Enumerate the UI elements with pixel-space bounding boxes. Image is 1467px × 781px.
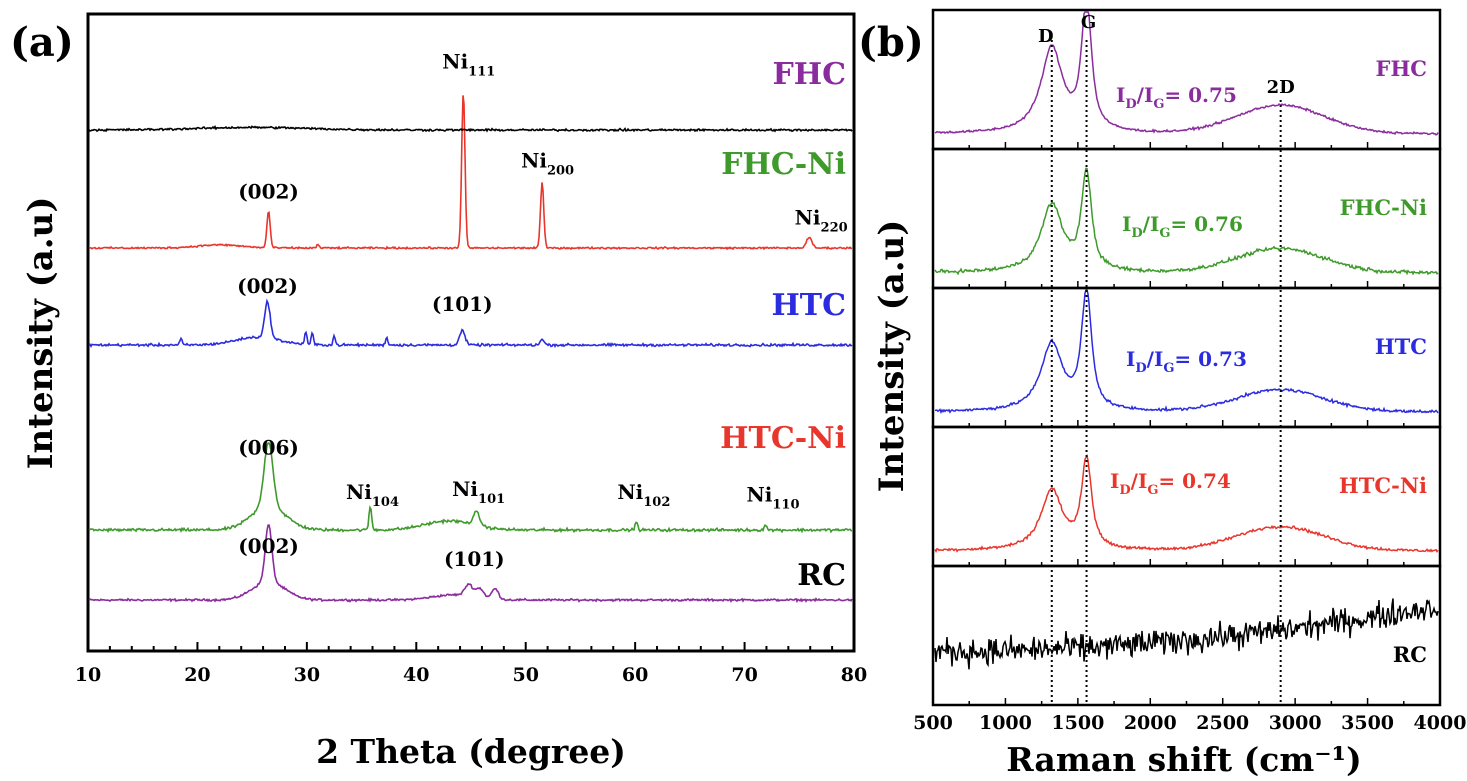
panel-b-intensity-ratio: ID/IG= 0.74 <box>1110 469 1231 498</box>
panel-b-series-label: FHC-Ni <box>1340 195 1427 220</box>
panel-a-peak-annotation: Ni110 <box>747 482 800 512</box>
panel-a-series-group: FHC (002) (101) FHC-Ni (006) Ni104 Ni101 Ni102 N… <box>88 50 853 604</box>
panel-a-tick-label: 70 <box>731 664 757 686</box>
panel-b-band-marker-label: 2D <box>1267 77 1295 98</box>
panel-a-letter: (a) <box>10 19 74 66</box>
panel-a-series-label: FHC-Ni <box>721 147 846 182</box>
panel-a-peak-annotation: Ni111 <box>442 50 495 80</box>
panel-a-series-htc-ni-line <box>88 95 852 251</box>
panel-a-peak-annotation: (101) <box>444 547 505 571</box>
panel-b-series-group: FHC ID/IG= 0.75 FHC-Ni ID/IG= 0.76 HTC ID/IG=… <box>931 8 1442 707</box>
panel-b-subplot-frame <box>931 8 1442 151</box>
panel-b-series-label: HTC-Ni <box>1339 473 1427 498</box>
panel-b-band-marker-label: D <box>1038 26 1054 47</box>
panel-b-intensity-ratio: ID/IG= 0.76 <box>1122 212 1243 241</box>
panel-b-band-marker-label: G <box>1081 12 1096 33</box>
panel-a-peak-annotation: (101) <box>432 292 493 316</box>
panel-a-peak-annotation: Ni102 <box>617 480 670 510</box>
panel-a: (a) FHC (002) (101) FHC-Ni (006) Ni104 Ni101 Ni… <box>10 12 867 771</box>
panel-a-x-ticks: 10 20 30 40 50 60 70 80 <box>75 642 867 686</box>
panel-b-tick-label: 1000 <box>979 712 1032 734</box>
panel-b-tick-label: 2000 <box>1124 712 1177 734</box>
panel-a-peak-annotation: (002) <box>238 534 299 558</box>
panel-b-tick-label: 500 <box>913 712 953 734</box>
panel-b-intensity-ratio: ID/IG= 0.73 <box>1126 347 1247 376</box>
panel-a-peak-annotation: Ni104 <box>346 480 399 510</box>
panel-b-series-htc-ni-line <box>934 453 1439 554</box>
panel-b-letter: (b) <box>858 19 924 66</box>
panel-b-x-axis-title: Raman shift (cm⁻¹) <box>1006 740 1362 779</box>
panel-b-tick-label: 1500 <box>1051 712 1104 734</box>
panel-a-series-rc-line <box>88 125 853 133</box>
panel-a-series-fhc-line <box>88 524 853 604</box>
panel-a-tick-label: 20 <box>184 664 210 686</box>
panel-a-series-label: HTC-Ni <box>720 421 846 456</box>
panel-a-series-label: HTC <box>771 288 846 323</box>
panel-b-y-axis-title: Intensity (a.u) <box>872 220 912 493</box>
panel-b-x-ticks: 500 1000 1500 2000 2500 3000 3500 4000 <box>913 712 1466 734</box>
panel-a-series-htc-line <box>88 298 853 349</box>
panel-b: (b) FHC ID/IG= 0.75 FHC-Ni ID/IG= 0.76 HTC ID… <box>858 8 1466 779</box>
panel-b-tick-label: 2500 <box>1196 712 1249 734</box>
panel-b-series-fhc-line <box>934 11 1439 136</box>
panel-a-peak-annotation: (006) <box>238 436 299 460</box>
panel-b-tick-label: 4000 <box>1414 712 1467 734</box>
panel-a-tick-label: 10 <box>75 664 101 686</box>
panel-a-peak-annotation: Ni220 <box>795 206 848 236</box>
panel-a-series-label: RC <box>797 558 846 593</box>
panel-a-peak-annotation: Ni200 <box>521 148 574 178</box>
panel-b-subplot-frame <box>931 564 1442 707</box>
panel-a-tick-label: 40 <box>403 664 429 686</box>
panel-a-frame <box>86 12 856 653</box>
panel-b-band-markers: D G 2D <box>1038 12 1295 705</box>
panel-b-series-label: FHC <box>1376 56 1427 81</box>
panel-b-series-fhc-ni-line <box>934 167 1439 276</box>
panel-a-tick-label: 60 <box>622 664 648 686</box>
panel-b-intensity-ratio: ID/IG= 0.75 <box>1116 83 1237 112</box>
panel-b-series-label: RC <box>1393 642 1427 667</box>
panel-b-tick-label: 3500 <box>1341 712 1394 734</box>
panel-a-series-label: FHC <box>772 57 846 92</box>
panel-b-tick-label: 3000 <box>1269 712 1322 734</box>
panel-a-x-axis-title: 2 Theta (degree) <box>316 732 626 771</box>
panel-a-peak-annotation: (002) <box>238 180 299 204</box>
panel-a-tick-label: 30 <box>294 664 320 686</box>
panel-a-tick-label: 50 <box>512 664 538 686</box>
panel-a-y-axis-title: Intensity (a.u) <box>21 197 61 470</box>
panel-a-series-fhc-ni-line <box>88 442 853 534</box>
panel-a-peak-annotation: Ni101 <box>452 477 505 507</box>
panel-b-series-htc-line <box>934 289 1439 415</box>
panel-a-peak-annotation: (002) <box>237 274 298 298</box>
panel-b-series-label: HTC <box>1375 334 1427 359</box>
panel-b-series-rc-line <box>934 598 1439 670</box>
panel-a-tick-label: 80 <box>841 664 867 686</box>
